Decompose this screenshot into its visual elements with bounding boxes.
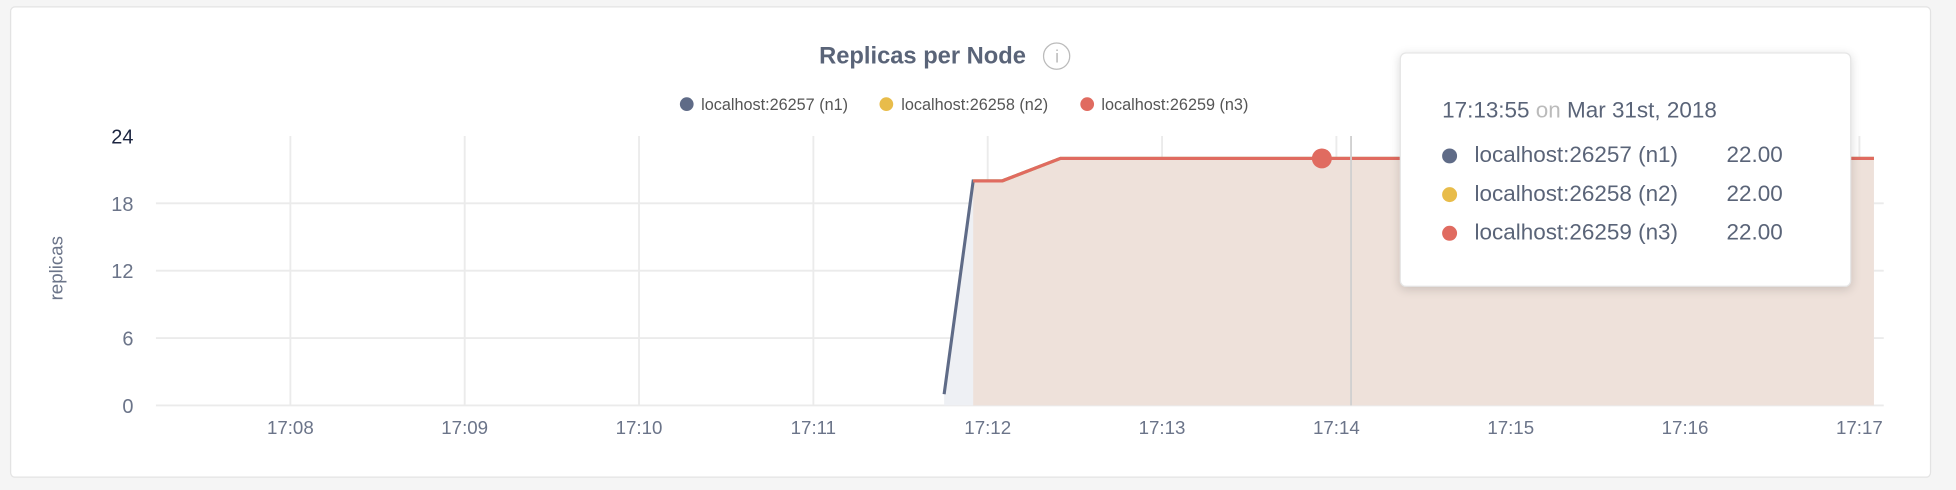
x-tick-label: 17:10 [616, 417, 663, 438]
tooltip-row-n3: localhost:26259 (n3) 22.00 [1442, 219, 1783, 246]
x-tick-label: 17:13 [1139, 417, 1186, 438]
chart-title: Replicas per Node i [0, 42, 1890, 71]
legend-item-n2[interactable]: localhost:26258 (n2) [880, 95, 1048, 114]
legend-label: localhost:26258 (n2) [901, 94, 1049, 114]
x-tick-label: 17:17 [1836, 417, 1883, 438]
tooltip-value: 22.00 [1726, 142, 1783, 168]
tooltip-time-value: 17:13:55 [1442, 97, 1530, 123]
tooltip-row-n1: localhost:26257 (n1) 22.00 [1442, 142, 1783, 168]
x-tick-label: 17:09 [441, 417, 488, 438]
x-tick-label: 17:08 [267, 417, 314, 438]
y-axis-label: replicas [45, 236, 66, 300]
legend: localhost:26257 (n1) localhost:26258 (n2… [679, 94, 1276, 114]
series-dot [1442, 187, 1458, 203]
legend-label: localhost:26259 (n3) [1101, 94, 1249, 114]
x-tick-label: 17:15 [1487, 417, 1534, 438]
y-tick-label: 6 [122, 329, 133, 351]
legend-item-n3[interactable]: localhost:26259 (n3) [1080, 95, 1248, 114]
legend-dot [679, 97, 694, 112]
y-tick-label: 12 [111, 261, 133, 283]
series-dot [1442, 148, 1458, 164]
y-tick-label: 18 [111, 194, 133, 216]
tooltip-label: localhost:26257 (n1) [1474, 142, 1679, 168]
info-icon[interactable]: i [1043, 42, 1071, 70]
tooltip-label: localhost:26259 (n3) [1474, 219, 1679, 245]
legend-item-n1[interactable]: localhost:26257 (n1) [679, 94, 849, 114]
y-tick-label: 24 [111, 126, 133, 148]
x-tick-label: 17:14 [1313, 417, 1360, 438]
x-tick-label: 17:16 [1662, 417, 1709, 438]
chart-title-text: Replicas per Node [819, 43, 1026, 70]
tooltip-row-n2: localhost:26258 (n2) 22.00 [1442, 180, 1783, 207]
tooltip-date: Mar 31st, 2018 [1567, 97, 1717, 123]
tooltip-on: on [1535, 97, 1561, 123]
hover-point [1311, 148, 1332, 169]
legend-dot [880, 97, 894, 112]
tooltip-label: localhost:26258 (n2) [1474, 180, 1679, 206]
series-dot [1442, 225, 1458, 241]
tooltip-value: 22.00 [1726, 180, 1783, 206]
legend-label: localhost:26257 (n1) [701, 94, 849, 114]
x-tick-label: 17:11 [791, 417, 836, 438]
tooltip: 17:13:55 on Mar 31st, 2018 localhost:262… [1399, 52, 1852, 287]
y-tick-label: 0 [122, 396, 133, 418]
tooltip-time: 17:13:55 on Mar 31st, 2018 [1442, 97, 1717, 123]
tooltip-value: 22.00 [1726, 219, 1783, 245]
legend-dot [1080, 97, 1094, 112]
x-tick-label: 17:12 [964, 417, 1011, 438]
